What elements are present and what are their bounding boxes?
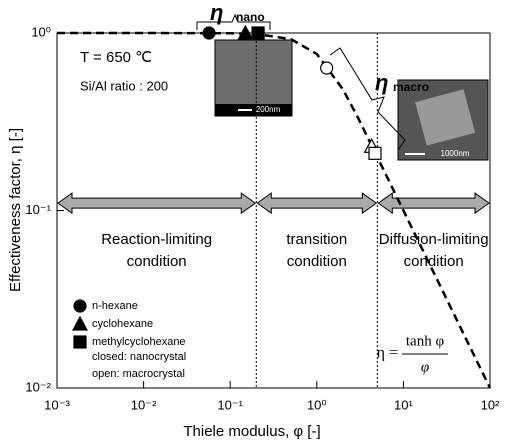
- formula-lhs: η =: [377, 345, 398, 362]
- legend-marker: [71, 315, 89, 331]
- marker: [320, 61, 334, 75]
- image-scale: 1000nm: [441, 149, 470, 158]
- condition-text: T = 650 ℃: [80, 49, 152, 66]
- y-tick-label: 10⁻¹: [25, 202, 51, 217]
- y-axis-label: Effectiveness factor, η [-]: [7, 128, 24, 292]
- legend-marker: [73, 299, 87, 313]
- formula-denominator: φ: [421, 359, 429, 375]
- region-label: condition: [404, 253, 464, 270]
- marker: [202, 26, 216, 40]
- region-label: condition: [127, 253, 187, 270]
- y-tick-label: 10⁰: [31, 24, 51, 39]
- x-axis-label: Thiele modulus, φ [-]: [183, 423, 320, 440]
- legend-label: cyclohexane: [92, 318, 153, 330]
- x-tick-label: 10⁻¹: [217, 397, 243, 412]
- region-label: Diffusion-limiting: [379, 231, 489, 248]
- bracket-nano: [196, 13, 271, 30]
- region-arrow: [57, 192, 257, 215]
- legend-note: open: macrocrystal: [92, 368, 185, 380]
- model-curve: [57, 31, 492, 389]
- y-tick-label: 10⁻²: [25, 379, 51, 394]
- bracket-macro: [329, 47, 406, 151]
- condition-text: Si/Al ratio : 200: [80, 78, 168, 93]
- eta-nano-symbol: η: [210, 0, 223, 25]
- region-label: condition: [287, 253, 347, 270]
- eta-nano-sub: nano: [236, 10, 265, 24]
- region-arrow: [256, 192, 378, 215]
- x-tick-label: 10¹: [394, 397, 413, 412]
- x-tick-label: 10⁰: [307, 397, 327, 412]
- legend-label: methylcyclohexane: [92, 336, 186, 348]
- formula-numerator: tanh φ: [406, 333, 445, 349]
- region-label: transition: [286, 231, 347, 248]
- marker: [237, 24, 254, 40]
- marker: [368, 146, 382, 160]
- legend-label: n-hexane: [92, 300, 138, 312]
- eta-macro-symbol: η: [375, 70, 388, 95]
- eta-macro-sub: macro: [393, 80, 429, 94]
- marker: [251, 26, 265, 40]
- sem-image-macro: 1000nm: [397, 79, 489, 161]
- region-arrow: [377, 192, 490, 215]
- region-label: Reaction-limiting: [101, 231, 212, 248]
- x-tick-label: 10⁻³: [44, 397, 70, 412]
- legend-note: closed: nanocrystal: [92, 351, 186, 363]
- x-tick-label: 10⁻²: [131, 397, 157, 412]
- sem-image-nano: 200nm: [214, 39, 293, 117]
- x-tick-label: 10²: [481, 397, 500, 412]
- image-scale: 200nm: [256, 105, 281, 114]
- legend-marker: [73, 335, 87, 349]
